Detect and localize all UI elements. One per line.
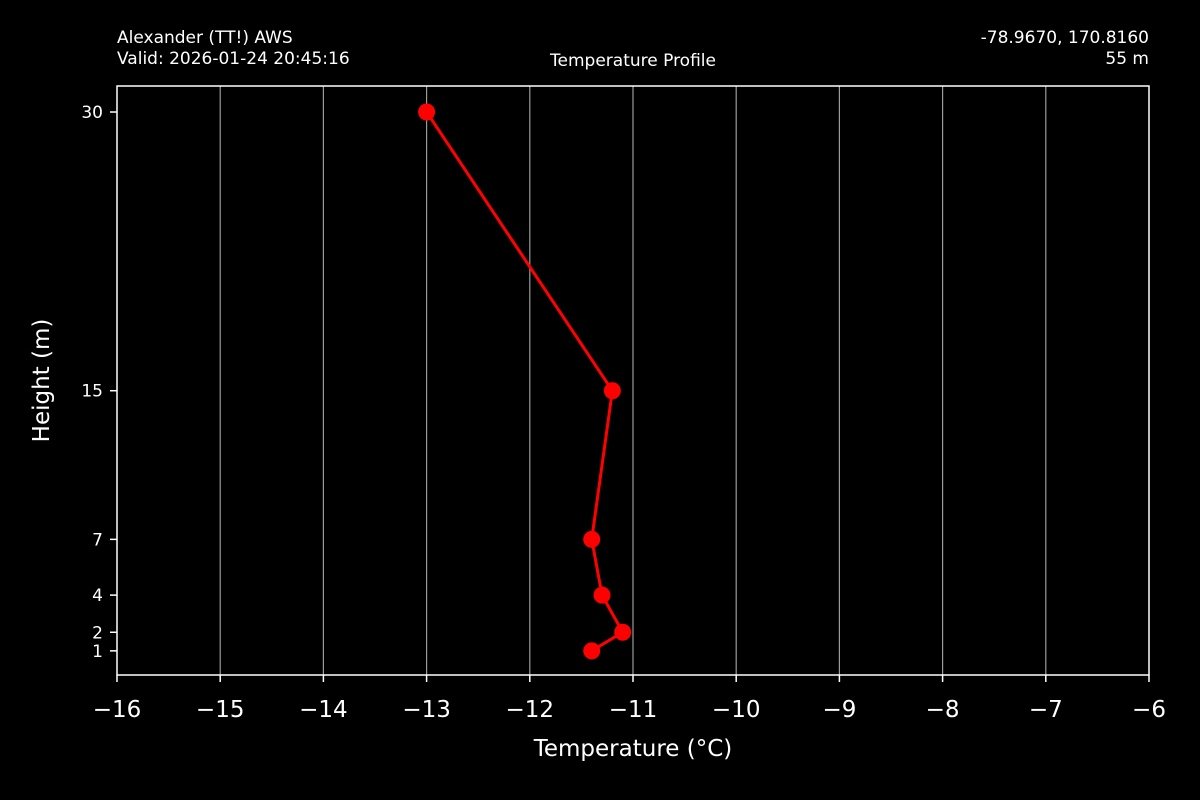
data-point [418, 103, 436, 121]
x-tick-label: −16 [93, 697, 142, 723]
y-axis-ticks: 12 4 7 15 30 [81, 103, 117, 662]
data-point [593, 586, 611, 604]
y-axis-label: Height (m) [29, 319, 55, 443]
data-point [583, 530, 601, 548]
y-tick-label: 4 [92, 586, 103, 606]
x-tick-label: −10 [712, 697, 761, 723]
x-tick-label: −12 [506, 697, 555, 723]
chart-header-right: -78.9670, 170.8160 55 m [981, 28, 1149, 70]
data-point [603, 382, 621, 400]
x-tick-label: −14 [299, 697, 348, 723]
series-line [425, 111, 625, 653]
data-point [614, 623, 632, 641]
series-layer [418, 103, 632, 660]
x-tick-label: −13 [402, 697, 451, 723]
data-point [583, 642, 601, 660]
grid-lines [219, 86, 1047, 675]
x-tick-label: −15 [196, 697, 245, 723]
x-tick-label: −7 [1029, 697, 1063, 723]
x-tick-label: −8 [926, 697, 960, 723]
y-tick-label: 2 [92, 623, 103, 643]
x-tick-label: −11 [609, 697, 658, 723]
x-axis-label: Temperature (°C) [533, 736, 733, 762]
station-elevation: 55 m [1105, 49, 1149, 69]
chart-header-left: Alexander (TT!) AWS Valid: 2026-01-24 20… [117, 28, 350, 70]
valid-time: Valid: 2026-01-24 20:45:16 [117, 49, 350, 69]
y-tick-label: 7 [92, 530, 103, 550]
y-tick-label: 1 [92, 642, 103, 662]
x-tick-label: −6 [1132, 697, 1166, 723]
chart-title: Temperature Profile [550, 51, 716, 71]
station-coordinates: -78.9670, 170.8160 [980, 28, 1149, 48]
station-name: Alexander (TT!) AWS [117, 28, 293, 48]
y-tick-label: 15 [81, 382, 103, 402]
y-tick-label: 30 [81, 103, 103, 123]
x-tick-label: −9 [822, 697, 856, 723]
x-axis-ticks: −16 −15 −14 −13 −12 −11 −10 −9 −8 −7 −6 [93, 675, 1166, 723]
